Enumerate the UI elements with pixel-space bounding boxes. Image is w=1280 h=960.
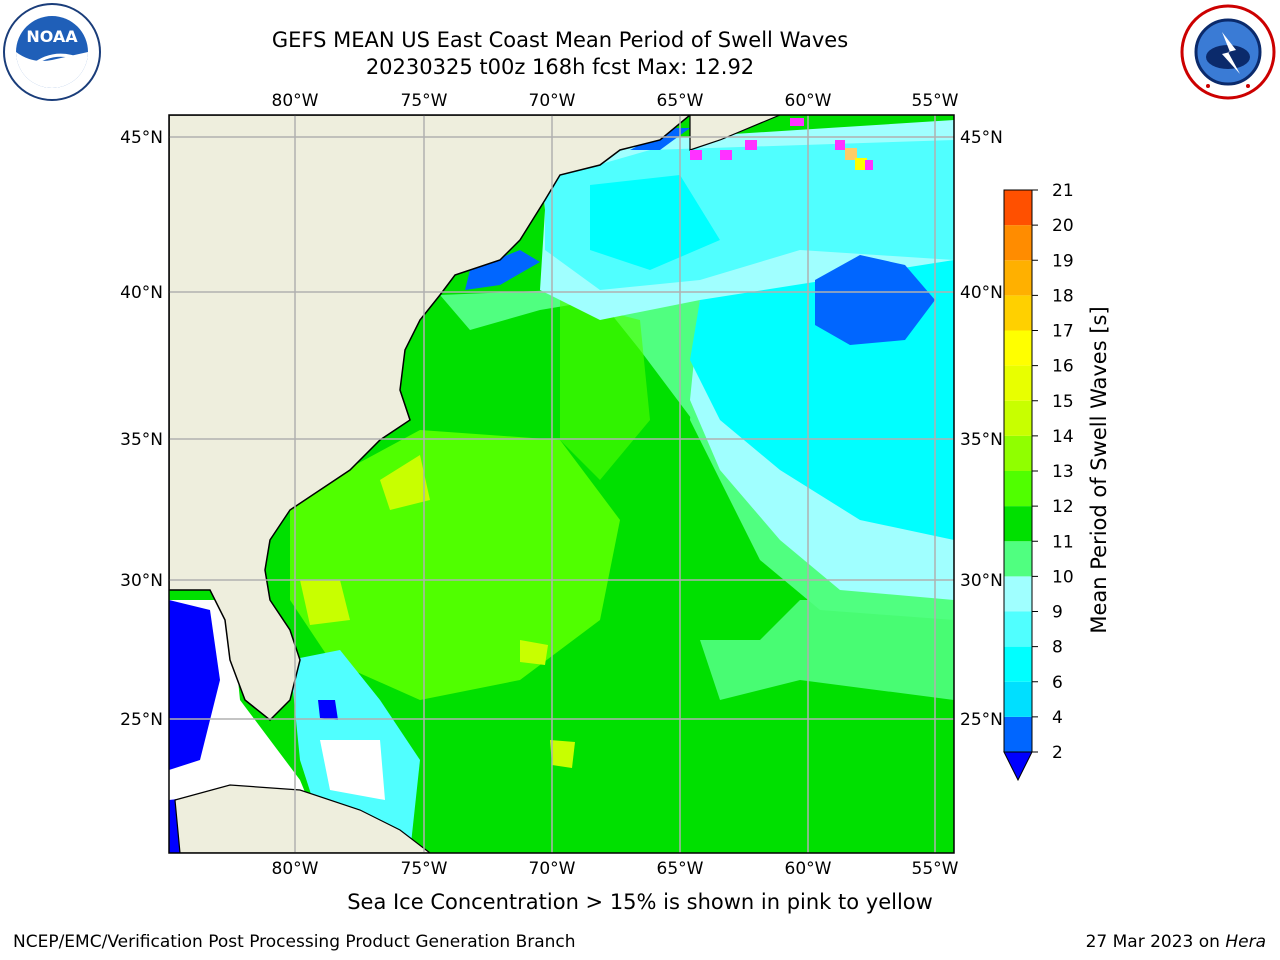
contour-11-12s-west — [290, 430, 620, 700]
lon-label: 55°W — [912, 91, 959, 111]
contour-12-13s-c — [520, 640, 548, 665]
colorbar-tick-label: 18 — [1052, 286, 1074, 306]
lon-label: 80°W — [272, 91, 319, 111]
lon-label: 75°W — [401, 91, 448, 111]
colorbar-segment — [1004, 576, 1032, 612]
colorbar-segment — [1004, 365, 1032, 401]
colorbar-tick-label: 9 — [1052, 603, 1063, 623]
lat-label: 30°N — [120, 571, 163, 591]
contour-12-13s-d — [550, 740, 575, 768]
colorbar-segment — [1004, 681, 1032, 717]
lon-label: 60°W — [785, 91, 832, 111]
lon-label: 65°W — [657, 859, 704, 879]
colorbar-tick-label: 6 — [1052, 673, 1063, 693]
colorbar-segment — [1004, 611, 1032, 647]
lat-label: 35°N — [120, 430, 163, 450]
colorbar-segment — [1004, 541, 1032, 577]
lat-label: 30°N — [960, 571, 1003, 591]
contour-2-4s-coast — [465, 250, 540, 290]
lon-labels-bottom: 80°W 75°W 70°W 65°W 60°W 55°W — [272, 859, 959, 879]
colorbar-tick-label: 12 — [1052, 497, 1074, 517]
colorbar-segment — [1004, 435, 1032, 471]
contour-12-13s-a — [300, 580, 350, 625]
lon-labels-top: 80°W 75°W 70°W 65°W 60°W 55°W — [272, 91, 959, 111]
lon-label: 65°W — [657, 91, 704, 111]
lat-label: 35°N — [960, 430, 1003, 450]
lat-label: 25°N — [120, 710, 163, 730]
colorbar-tick-label: 2 — [1052, 743, 1063, 763]
contour-12-13s-b — [380, 455, 430, 510]
colorbar-segment — [1004, 330, 1032, 366]
lon-label: 80°W — [272, 859, 319, 879]
colorbar-extend-arrow — [1003, 751, 1033, 782]
lat-label: 40°N — [120, 283, 163, 303]
sea-ice-note: Sea Ice Concentration > 15% is shown in … — [347, 890, 933, 914]
footer-machine: Hera — [1225, 932, 1266, 952]
contour-9-10s-south — [700, 600, 954, 700]
colorbar-tick-label: 4 — [1052, 708, 1063, 728]
lat-label: 45°N — [120, 128, 163, 148]
colorbar-segment — [1004, 646, 1032, 682]
swell-period-field — [169, 115, 954, 853]
lon-label: 75°W — [401, 859, 448, 879]
footer-date: 27 Mar 2023 on Hera — [1086, 932, 1266, 952]
colorbar-tick-label: 15 — [1052, 392, 1074, 412]
colorbar-tick-label: 14 — [1052, 427, 1074, 447]
contour-6-8s-inner — [590, 175, 720, 270]
land-us-east — [169, 115, 692, 722]
colorbar-tick-label: 17 — [1052, 322, 1074, 342]
contour-gulf-blue — [169, 600, 220, 770]
chart-title: GEFS MEAN US East Coast Mean Period of S… — [271, 28, 849, 52]
footer-date-text: 27 Mar 2023 on — [1085, 932, 1220, 952]
colorbar-label: Mean Period of Swell Waves [s] — [1087, 306, 1111, 633]
colorbar-tick-label: 21 — [1052, 181, 1074, 201]
colorbar-tick-label: 20 — [1052, 216, 1074, 236]
noaa-logo-text: NOAA — [26, 27, 78, 46]
colorbar-segment — [1004, 471, 1032, 507]
lon-label: 55°W — [912, 859, 959, 879]
lon-label: 70°W — [529, 859, 576, 879]
sea-ice-pixels — [690, 118, 873, 170]
footer-credit: NCEP/EMC/Verification Post Processing Pr… — [13, 932, 576, 952]
chart-subtitle: 20230325 t00z 168h fcst Max: 12.92 — [365, 55, 755, 79]
colorbar-tick-label: 8 — [1052, 638, 1063, 658]
colorbar-tick-label: 16 — [1052, 357, 1074, 377]
graticule — [169, 115, 954, 853]
colorbar-tick-label: 19 — [1052, 251, 1074, 271]
map-frame — [168, 114, 955, 854]
nws-logo — [1180, 4, 1276, 100]
colorbar-segment — [1004, 295, 1032, 331]
contour-11-12s-mid — [560, 300, 650, 480]
land-canada-east — [689, 115, 781, 151]
colorbar-tick-label: 13 — [1052, 462, 1074, 482]
lat-labels-right: 45°N 40°N 35°N 30°N 25°N — [960, 128, 1003, 730]
land-cuba — [174, 784, 431, 853]
contour-straits-blue — [318, 700, 338, 720]
lon-label: 60°W — [785, 859, 832, 879]
colorbar-segment — [1004, 225, 1032, 261]
colorbar-segment — [1004, 190, 1032, 226]
lat-label: 40°N — [960, 283, 1003, 303]
colorbar-tick-label: 11 — [1052, 532, 1074, 552]
lat-label: 45°N — [960, 128, 1003, 148]
lat-labels-left: 45°N 40°N 35°N 30°N 25°N — [120, 128, 163, 730]
contour-2-4s-pocket — [815, 255, 935, 345]
colorbar: 21 20 19 18 17 16 15 14 13 12 11 10 9 8 6 4 2 — [1003, 181, 1074, 782]
contour-bahamas-white — [320, 740, 385, 800]
colorbar-segment — [1004, 506, 1032, 542]
noaa-logo: NOAA — [3, 3, 101, 101]
lat-label: 25°N — [960, 710, 1003, 730]
colorbar-segment — [1004, 400, 1032, 436]
colorbar-tick-label: 10 — [1052, 567, 1074, 587]
colorbar-segment — [1004, 716, 1032, 752]
colorbar-segment — [1004, 260, 1032, 296]
lon-label: 70°W — [529, 91, 576, 111]
